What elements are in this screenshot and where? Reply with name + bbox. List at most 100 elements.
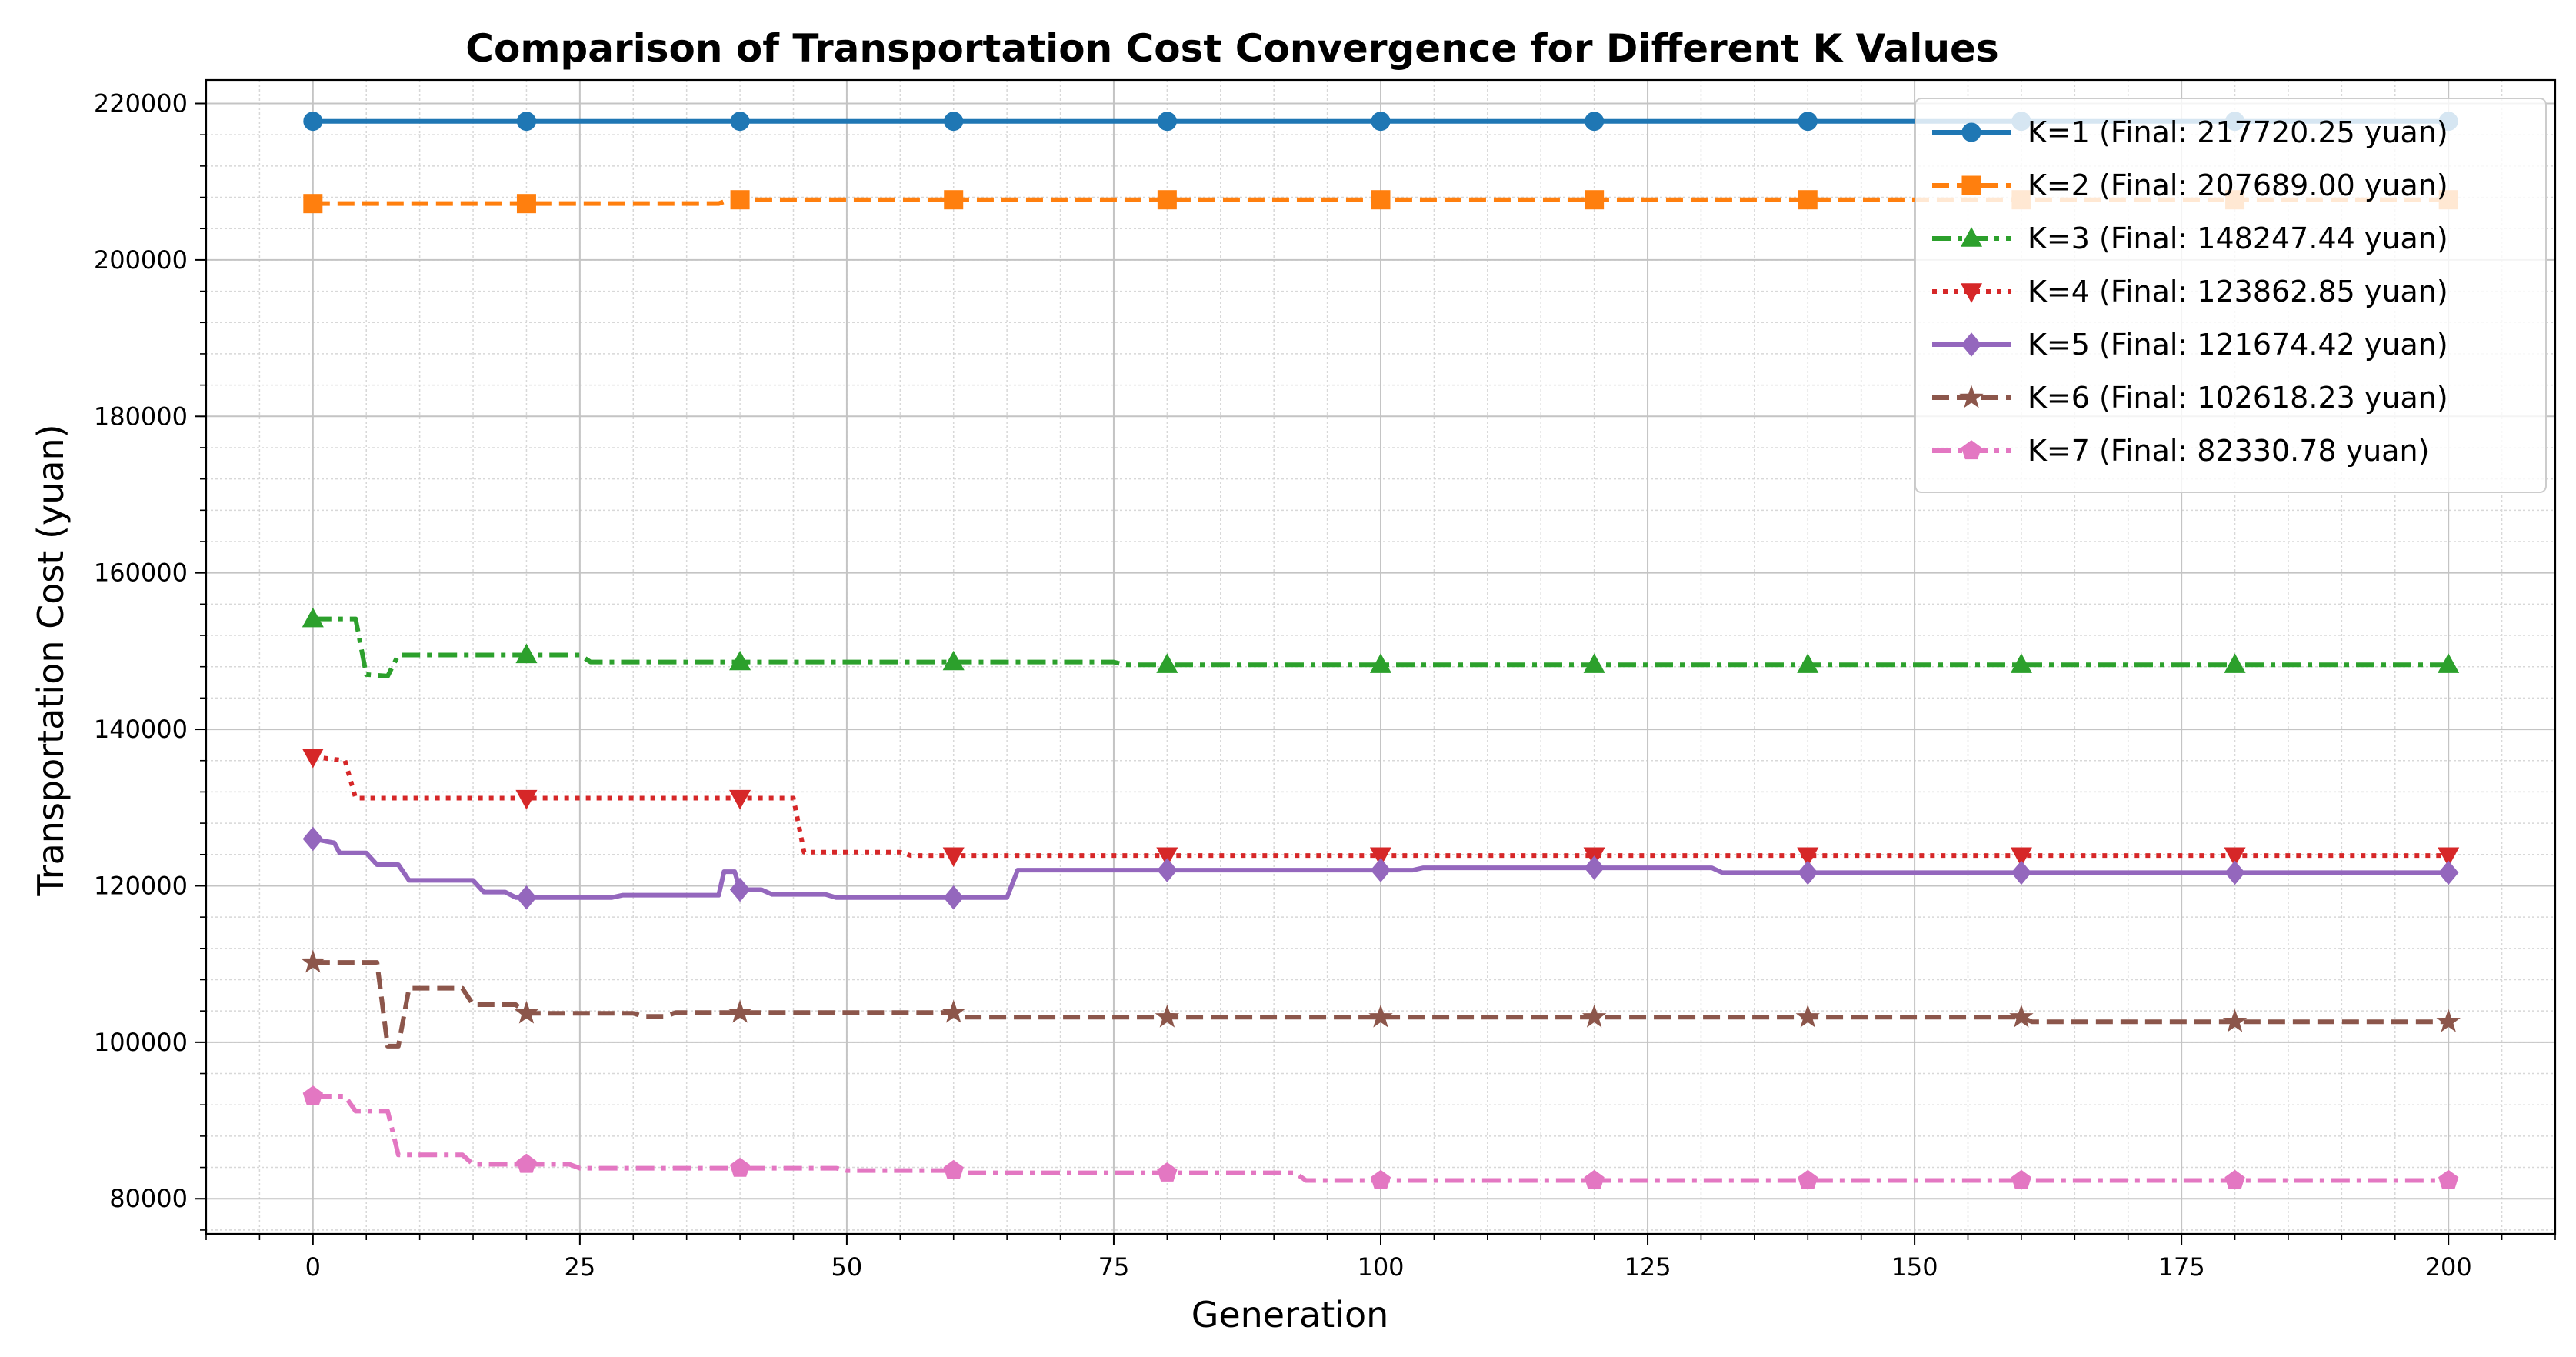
data-point-k4 xyxy=(2010,847,2032,868)
data-point-k2 xyxy=(516,194,536,214)
data-point-k3 xyxy=(302,607,324,628)
data-point-k2 xyxy=(1371,190,1391,210)
y-tick-label: 80000 xyxy=(109,1184,188,1213)
data-point-k3 xyxy=(1156,653,1178,673)
data-point-k6 xyxy=(514,1000,539,1024)
legend-label-k6: K=6 (Final: 102618.23 yuan) xyxy=(2028,381,2448,415)
x-tick-label: 75 xyxy=(1098,1252,1130,1282)
legend-label-k2: K=2 (Final: 207689.00 yuan) xyxy=(2028,168,2448,202)
series-k4 xyxy=(302,748,2460,868)
data-point-k6 xyxy=(2009,1004,2034,1028)
data-point-k1 xyxy=(944,112,964,132)
data-point-k4 xyxy=(1369,847,1392,868)
data-point-k1 xyxy=(516,112,536,132)
legend-label-k4: K=4 (Final: 123862.85 yuan) xyxy=(2028,275,2448,308)
data-point-k4 xyxy=(2224,847,2246,868)
data-point-k2 xyxy=(1585,190,1605,210)
legend-label-k1: K=1 (Final: 217720.25 yuan) xyxy=(2028,115,2448,149)
data-point-k5 xyxy=(729,877,751,902)
data-point-k5 xyxy=(1370,858,1391,882)
data-point-k6 xyxy=(728,999,752,1023)
data-point-k2 xyxy=(303,194,323,214)
legend-marker-k2 xyxy=(1961,175,1981,195)
data-point-k4 xyxy=(2438,847,2460,868)
data-point-k7 xyxy=(2224,1169,2245,1189)
data-point-k7 xyxy=(943,1159,964,1179)
data-point-k5 xyxy=(2224,860,2245,885)
data-point-k3 xyxy=(942,650,965,671)
y-tick-label: 220000 xyxy=(94,89,188,118)
data-point-k6 xyxy=(941,999,966,1023)
data-point-k2 xyxy=(1798,190,1818,210)
legend-marker-k7 xyxy=(1961,440,1982,460)
data-point-k7 xyxy=(1157,1162,1178,1182)
data-point-k5 xyxy=(2011,860,2032,885)
legend-label-k7: K=7 (Final: 82330.78 yuan) xyxy=(2028,434,2429,468)
legend-marker-k1 xyxy=(1961,122,1981,142)
data-point-k6 xyxy=(2222,1009,2248,1032)
data-point-k1 xyxy=(1157,112,1177,132)
data-point-k5 xyxy=(1798,860,1818,885)
series-k5 xyxy=(302,826,2459,910)
data-point-k3 xyxy=(515,643,538,664)
data-point-k5 xyxy=(1584,855,1605,880)
data-point-k4 xyxy=(942,847,965,868)
data-point-k4 xyxy=(1797,847,1819,868)
legend-marker-k5 xyxy=(1961,332,1982,357)
data-point-k4 xyxy=(515,789,538,810)
data-point-k3 xyxy=(729,650,751,671)
series-line-k7 xyxy=(312,1094,2449,1183)
data-point-k2 xyxy=(944,190,964,210)
data-point-k5 xyxy=(2438,860,2459,885)
data-point-k4 xyxy=(729,789,751,810)
data-point-k6 xyxy=(1581,1004,1607,1028)
data-point-k3 xyxy=(2010,653,2032,673)
legend-label-k3: K=3 (Final: 148247.44 yuan) xyxy=(2028,222,2448,255)
legend-marker-k3 xyxy=(1960,227,1983,247)
data-point-k1 xyxy=(1798,112,1818,132)
series-line-k2 xyxy=(312,197,2449,206)
data-point-k5 xyxy=(302,826,324,852)
data-point-k2 xyxy=(1157,190,1177,210)
data-point-k1 xyxy=(1585,112,1605,132)
series-k3 xyxy=(302,607,2460,678)
y-tick-label: 120000 xyxy=(94,871,188,900)
data-point-k6 xyxy=(1155,1004,1180,1028)
data-point-k7 xyxy=(1584,1169,1605,1189)
data-point-k6 xyxy=(1368,1004,1393,1028)
data-point-k6 xyxy=(301,949,325,973)
y-tick-label: 100000 xyxy=(94,1028,188,1057)
x-tick-label: 125 xyxy=(1625,1252,1671,1282)
data-point-k7 xyxy=(729,1157,751,1177)
data-point-k4 xyxy=(302,748,324,769)
data-point-k1 xyxy=(730,112,750,132)
x-tick-label: 175 xyxy=(2158,1252,2205,1282)
data-point-k7 xyxy=(2011,1169,2032,1189)
x-tick-label: 200 xyxy=(2425,1252,2472,1282)
x-tick-label: 150 xyxy=(1891,1252,1938,1282)
data-point-k3 xyxy=(1583,653,1605,673)
x-tick-label: 50 xyxy=(831,1252,863,1282)
data-point-k3 xyxy=(1797,653,1819,673)
data-point-k7 xyxy=(1798,1169,1818,1189)
data-point-k5 xyxy=(1157,858,1178,882)
data-point-k7 xyxy=(2438,1169,2459,1189)
data-point-k7 xyxy=(302,1085,323,1105)
y-tick-label: 160000 xyxy=(94,558,188,588)
axis-ticks: 0 25 50 75 100 125 150 175 200 80000 100000 120000 1… xyxy=(94,89,2556,1282)
legend-label-k5: K=5 (Final: 121674.42 yuan) xyxy=(2028,328,2448,362)
data-point-k3 xyxy=(2224,653,2246,673)
data-point-k3 xyxy=(1369,653,1392,673)
x-tick-label: 100 xyxy=(1357,1252,1404,1282)
data-point-k1 xyxy=(303,112,323,132)
data-point-k6 xyxy=(2436,1009,2461,1032)
data-point-k7 xyxy=(516,1153,537,1173)
legend-marker-k4 xyxy=(1960,283,1983,303)
data-point-k4 xyxy=(1156,847,1178,868)
x-tick-label: 25 xyxy=(565,1252,596,1282)
series-line-k4 xyxy=(312,754,2449,859)
x-axis-label: Generation xyxy=(1191,1294,1389,1335)
series-k6 xyxy=(301,949,2461,1049)
